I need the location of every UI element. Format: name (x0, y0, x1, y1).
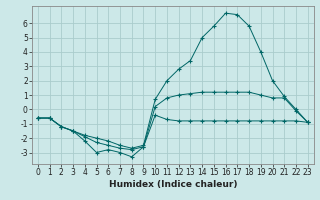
X-axis label: Humidex (Indice chaleur): Humidex (Indice chaleur) (108, 180, 237, 189)
